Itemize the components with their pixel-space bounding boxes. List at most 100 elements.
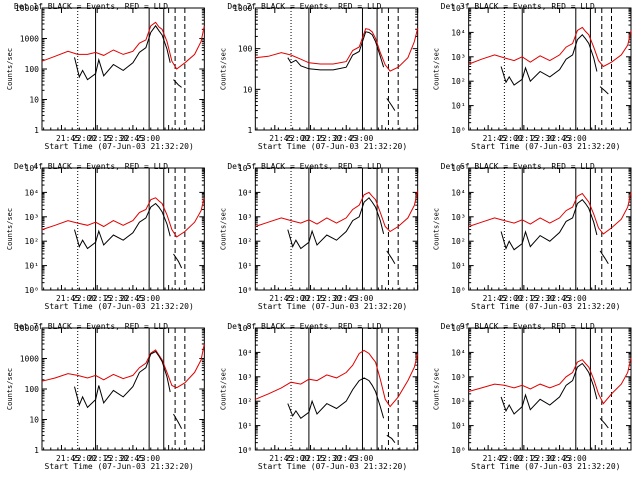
x-tick-label: 23:00 xyxy=(136,294,160,303)
x-tick-label: 22:00 xyxy=(499,294,523,303)
y-tick-label: 10⁴ xyxy=(25,188,39,197)
y-tick-label: 10000 xyxy=(15,4,39,13)
chart-title: Det 2f BLACK = Events, RED = LLD xyxy=(227,2,381,11)
y-tick-label: 1000 xyxy=(233,4,252,13)
x-tick-label: 22:15 xyxy=(515,294,539,303)
y-tick-label: 10¹ xyxy=(451,102,465,111)
x-tick-label: 22:30 xyxy=(317,294,341,303)
series-line-events xyxy=(599,250,609,264)
series-line-lld xyxy=(468,26,632,68)
x-tick-label: 22:45 xyxy=(547,134,571,143)
y-tick-label: 10³ xyxy=(451,53,465,62)
y-axis-label: Counts/sec xyxy=(219,368,227,410)
plot-frame xyxy=(468,167,632,291)
chart-title: Det 9f BLACK = Events, RED = LLD xyxy=(441,322,595,331)
detector-panel: 10⁰ 10¹ 10² 10³ 10⁴ 10⁵ 21:4522:0022:1522:3022… xyxy=(6,162,205,311)
y-tick-label: 10⁵ xyxy=(25,164,39,173)
x-tick-label: 22:15 xyxy=(301,454,325,463)
series-line-lld xyxy=(468,357,632,405)
series-line-events xyxy=(386,434,396,443)
detector-panel: 10⁰ 10¹ 10² 10³ 10⁴ 10⁵ 21:4522:0022:1522:3022… xyxy=(219,322,419,471)
series-line-events xyxy=(386,98,396,111)
y-tick-label: 10² xyxy=(25,237,39,246)
x-tick-label: 22:00 xyxy=(72,134,96,143)
x-axis-label: Start Time (07-Jun-03 21:32:20) xyxy=(45,142,194,151)
x-tick-label: 22:45 xyxy=(120,294,144,303)
x-tick-label: 22:45 xyxy=(333,454,357,463)
x-tick-label: 21:45 xyxy=(56,294,80,303)
y-tick-label: 10 xyxy=(29,96,39,105)
x-tick-label: 22:45 xyxy=(547,454,571,463)
x-tick-label: 22:15 xyxy=(301,134,325,143)
y-axis-label: Counts/sec xyxy=(6,48,14,90)
y-tick-label: 10⁰ xyxy=(25,286,39,295)
chart-title: Det 7f BLACK = Events, RED = LLD xyxy=(14,322,168,331)
x-tick-label: 22:30 xyxy=(531,454,555,463)
series-line-events xyxy=(74,350,171,409)
y-tick-label: 10 xyxy=(29,416,39,425)
x-tick-label: 22:30 xyxy=(317,134,341,143)
detector-panel: 10⁰ 10¹ 10² 10³ 10⁴ 10⁵ 21:4522:0022:1522:3022… xyxy=(433,2,632,151)
x-tick-label: 22:30 xyxy=(104,294,128,303)
x-tick-label: 22:00 xyxy=(72,294,96,303)
x-tick-label: 21:45 xyxy=(269,294,293,303)
x-tick-label: 22:30 xyxy=(531,294,555,303)
x-axis-label: Start Time (07-Jun-03 21:32:20) xyxy=(471,302,620,311)
series-line-events xyxy=(74,24,171,81)
x-tick-label: 22:15 xyxy=(88,294,112,303)
plot-frame xyxy=(254,327,419,451)
plot-frame xyxy=(41,7,205,131)
y-tick-label: 10³ xyxy=(238,213,252,222)
y-tick-label: 10¹ xyxy=(451,262,465,271)
chart-title: Det 5f BLACK = Events, RED = LLD xyxy=(227,162,381,171)
x-tick-label: 22:30 xyxy=(531,134,555,143)
series-line-events xyxy=(500,362,598,415)
x-tick-label: 23:00 xyxy=(136,134,160,143)
y-tick-label: 10³ xyxy=(451,373,465,382)
x-tick-label: 23:00 xyxy=(563,294,587,303)
series-line-events xyxy=(500,34,598,86)
y-tick-label: 10⁵ xyxy=(451,324,465,333)
x-tick-label: 23:00 xyxy=(349,134,373,143)
y-tick-label: 10¹ xyxy=(451,422,465,431)
x-tick-label: 21:45 xyxy=(483,454,507,463)
y-tick-label: 10² xyxy=(451,77,465,86)
y-tick-label: 10⁴ xyxy=(451,188,465,197)
plot-frame xyxy=(468,7,632,131)
x-tick-label: 23:00 xyxy=(563,454,587,463)
series-line-lld xyxy=(41,343,205,389)
y-tick-label: 10² xyxy=(238,397,252,406)
x-tick-label: 22:30 xyxy=(317,454,341,463)
series-line-lld xyxy=(41,21,205,70)
y-tick-label: 10⁵ xyxy=(238,164,252,173)
x-tick-label: 21:45 xyxy=(56,134,80,143)
y-axis-label: Counts/sec xyxy=(433,48,441,90)
y-tick-label: 10² xyxy=(451,397,465,406)
y-tick-label: 10⁵ xyxy=(451,164,465,173)
y-tick-label: 10¹ xyxy=(238,422,252,431)
series-line-events xyxy=(287,377,385,420)
y-tick-label: 10³ xyxy=(451,213,465,222)
x-tick-label: 22:15 xyxy=(301,294,325,303)
x-axis-label: Start Time (07-Jun-03 21:32:20) xyxy=(471,462,620,471)
detector-panel: 1 10 100 1000 21:4522:0022:1522:3022:4523:00… xyxy=(219,2,419,151)
series-line-events xyxy=(599,86,609,95)
x-tick-label: 22:00 xyxy=(285,294,309,303)
x-tick-label: 21:45 xyxy=(269,454,293,463)
plot-frame xyxy=(254,7,419,131)
y-tick-label: 10⁴ xyxy=(451,28,465,37)
series-line-lld xyxy=(41,197,205,238)
x-tick-label: 23:00 xyxy=(136,454,160,463)
x-tick-label: 22:00 xyxy=(499,454,523,463)
y-tick-label: 10³ xyxy=(25,213,39,222)
y-tick-label: 10⁰ xyxy=(451,446,465,455)
x-axis-label: Start Time (07-Jun-03 21:32:20) xyxy=(45,462,194,471)
chart-title: Det 8f BLACK = Events, RED = LLD xyxy=(227,322,381,331)
x-tick-label: 22:00 xyxy=(285,134,309,143)
y-tick-label: 10⁰ xyxy=(238,286,252,295)
y-tick-label: 10¹ xyxy=(238,262,252,271)
x-tick-label: 22:45 xyxy=(547,294,571,303)
y-tick-label: 10⁵ xyxy=(451,4,465,13)
series-line-lld xyxy=(468,192,632,235)
